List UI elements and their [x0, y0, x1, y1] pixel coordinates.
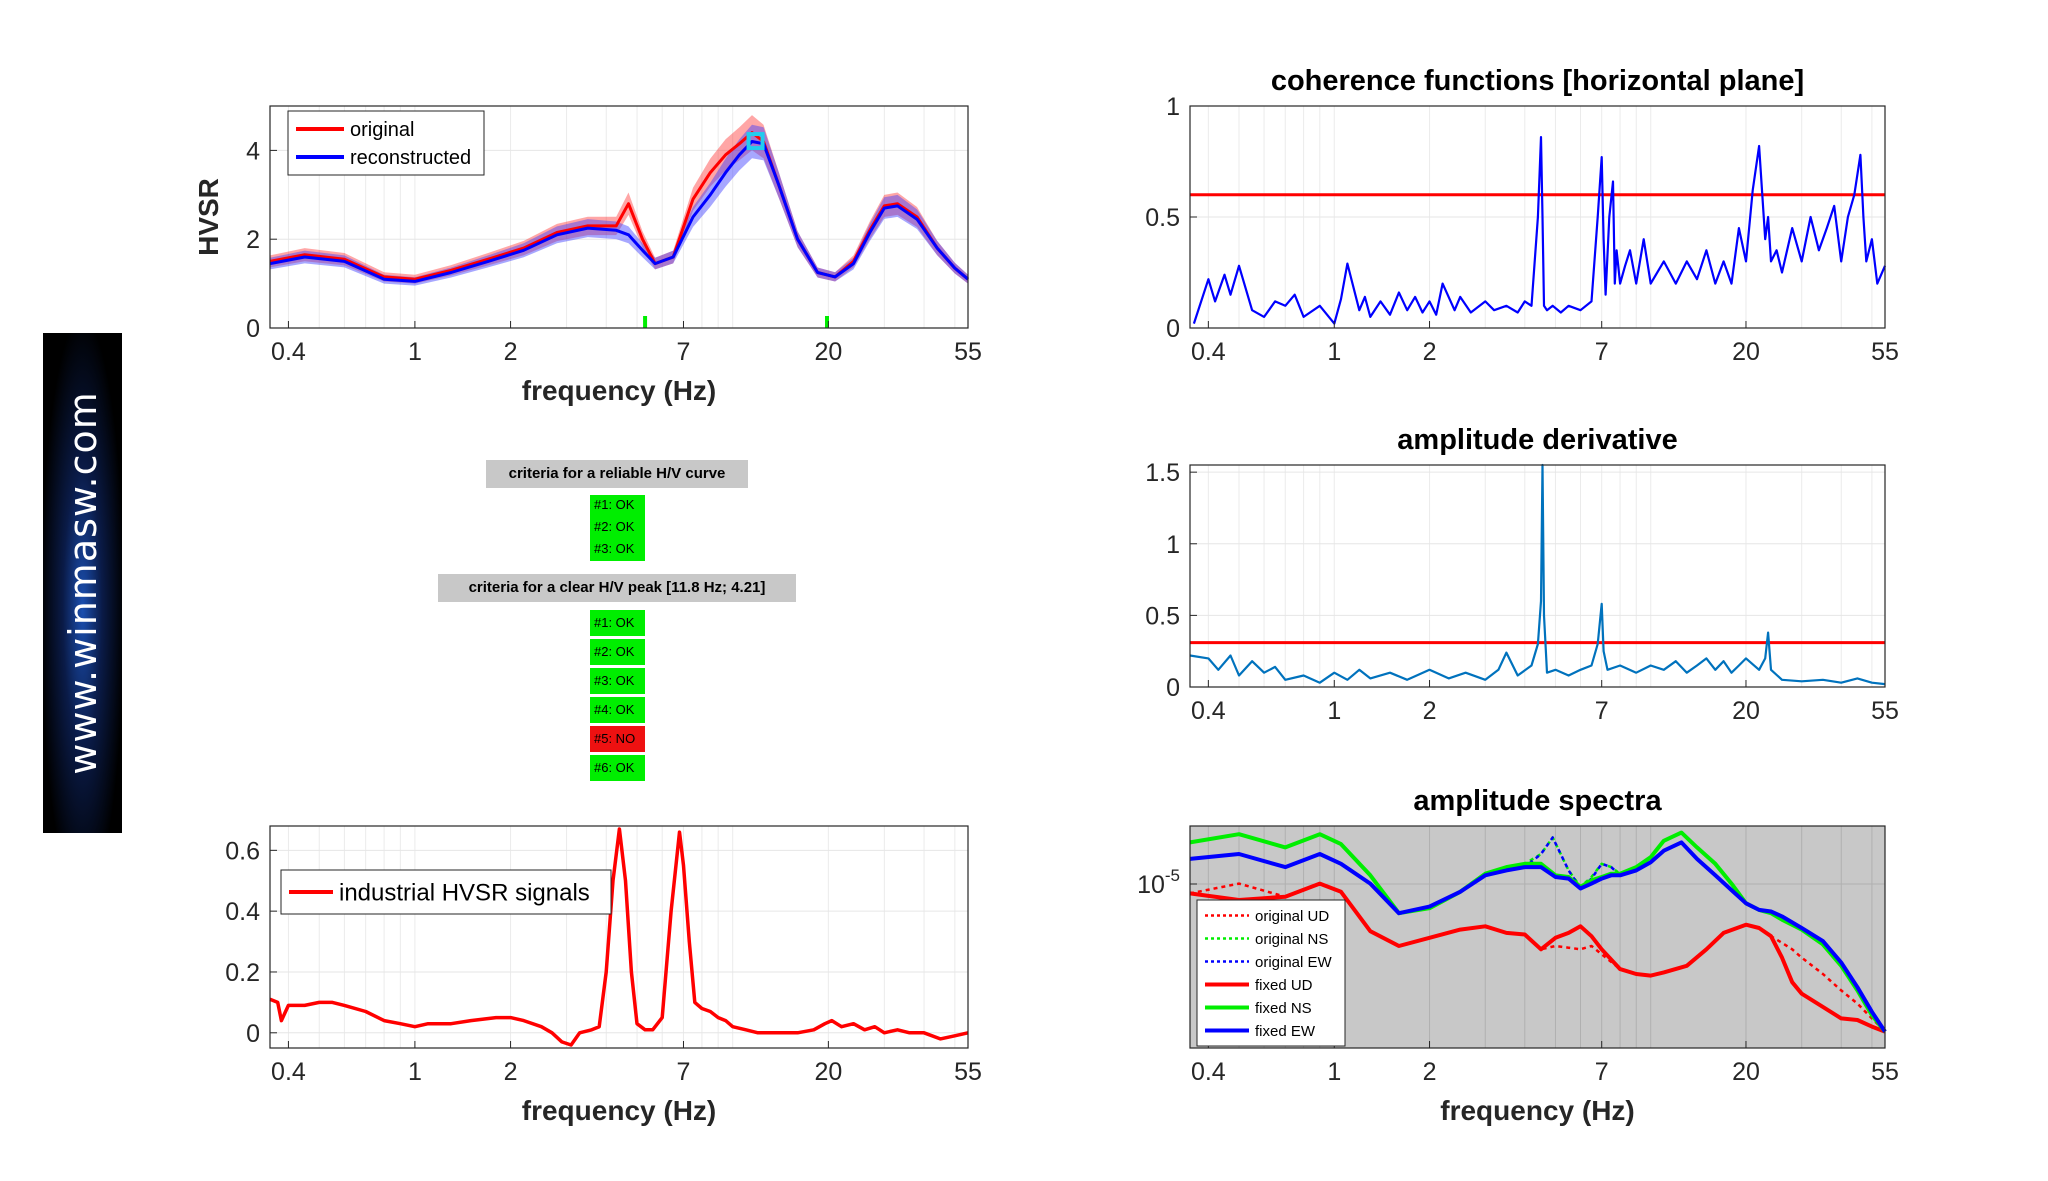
peak-criterion-4: #4: OK: [590, 697, 645, 723]
industrial-ytick-label: 0: [246, 1020, 260, 1048]
industrial-xtick-label: 2: [504, 1058, 518, 1086]
hvsr-xtick-label: 2: [504, 338, 518, 366]
reliable-criterion-1: #1: OK: [590, 495, 645, 517]
spectra-legend-label: fixed EW: [1255, 1023, 1316, 1040]
coherence-xtick-label: 0.4: [1191, 338, 1226, 366]
derivative-ytick-label: 1.5: [1145, 459, 1180, 487]
coherence-xtick-label: 7: [1595, 338, 1609, 366]
derivative-plot-area: [1190, 465, 1885, 687]
coherence-xtick-label: 2: [1423, 338, 1437, 366]
hvsr-xtick-label: 20: [814, 338, 842, 366]
industrial-legend-label: industrial HVSR signals: [339, 880, 590, 907]
peak-criteria-title: criteria for a clear H/V peak [11.8 Hz; …: [438, 574, 796, 602]
coherence-ytick-label: 0.5: [1145, 204, 1180, 232]
industrial-ytick-label: 0.4: [225, 898, 260, 926]
coherence-series-line: [1192, 136, 1887, 325]
spectra-xtick-label: 0.4: [1191, 1058, 1226, 1086]
spectra-xtick-label: 55: [1871, 1058, 1899, 1086]
hvsr-axes-box: [269, 105, 969, 329]
spectra-legend: original UD original NS original EW fixed U…: [1196, 899, 1346, 1047]
industrial-legend: industrial HVSR signals: [280, 869, 612, 915]
coherence-title: coherence functions [horizontal plane]: [1271, 65, 1804, 97]
reliable-criteria-title: criteria for a reliable H/V curve: [486, 460, 748, 488]
spectra-series-fixed-EW: [1189, 840, 1887, 1033]
spectra-legend-label: fixed NS: [1255, 1000, 1312, 1017]
peak-criterion-5: #5: NO: [590, 726, 645, 752]
derivative-xtick-label: 55: [1871, 697, 1899, 725]
peak-criterion-1: #1: OK: [590, 610, 645, 636]
hvsr-xlabel: frequency (Hz): [522, 375, 716, 406]
peak-criterion-3: #3: OK: [590, 668, 645, 694]
derivative-series-line: [1189, 463, 1886, 686]
derivative-xtick-label: 20: [1732, 697, 1760, 725]
hvsr-xtick-label: 0.4: [271, 338, 306, 366]
industrial-xtick-label: 1: [408, 1058, 422, 1086]
spectra-xlabel: frequency (Hz): [1440, 1095, 1634, 1126]
hvsr-xtick-label: 55: [954, 338, 982, 366]
hvsr-ylabel: HVSR: [193, 178, 224, 256]
watermark-banner: www.winmasw.com: [43, 333, 122, 833]
spectra-legend-label: original NS: [1255, 931, 1328, 948]
industrial-xlabel: frequency (Hz): [522, 1095, 716, 1126]
industrial-xtick-label: 20: [814, 1058, 842, 1086]
coherence-ytick-label: 1: [1166, 93, 1180, 121]
industrial-legend-box: [280, 869, 612, 915]
derivative-xtick-label: 2: [1423, 697, 1437, 725]
derivative-xtick-label: 7: [1595, 697, 1609, 725]
derivative-ytick-label: 0.5: [1145, 602, 1180, 630]
peak-criterion-6: #6: OK: [590, 755, 645, 781]
hvsr-legend: original reconstructed: [287, 110, 485, 176]
reliable-criterion-3: #3: OK: [590, 539, 645, 561]
hvsr-ytick-label: 4: [246, 137, 260, 165]
derivative-ytick-label: 1: [1166, 531, 1180, 559]
spectra-legend-label: original UD: [1255, 908, 1329, 925]
industrial-series-industrial-HVSR-signals: [269, 827, 969, 1047]
hvsr-legend-label: original: [350, 119, 414, 141]
industrial-plot-bg: [270, 826, 968, 1048]
derivative-title: amplitude derivative: [1397, 424, 1677, 456]
spectra-xtick-label: 2: [1423, 1058, 1437, 1086]
spectra-series-fixed-UD: [1189, 881, 1886, 1034]
spectra-legend-label: fixed UD: [1255, 977, 1313, 994]
industrial-plot-area: [270, 826, 968, 1048]
hvsr-xtick-label: 7: [677, 338, 691, 366]
spectra-xtick-label: 7: [1595, 1058, 1609, 1086]
coherence-axes-box: [1189, 105, 1886, 329]
spectra-ytick-label: 10-5: [1137, 866, 1180, 899]
hvsr-peak-marker: [746, 132, 765, 151]
industrial-xtick-label: 7: [677, 1058, 691, 1086]
hvsr-ytick-label: 0: [246, 315, 260, 343]
derivative-xtick-label: 0.4: [1191, 697, 1226, 725]
coherence-xtick-label: 1: [1327, 338, 1341, 366]
spectra-title: amplitude spectra: [1413, 785, 1662, 817]
spectra-legend-box: [1196, 899, 1346, 1047]
industrial-xtick-label: 55: [954, 1058, 982, 1086]
hvsr-legend-box: [287, 110, 485, 176]
industrial-xtick-label: 0.4: [271, 1058, 306, 1086]
spectra-axes-box: [1189, 825, 1886, 1049]
coherence-xtick-label: 55: [1871, 338, 1899, 366]
spectra-legend-label: original EW: [1255, 954, 1333, 971]
derivative-plot-bg: [1190, 465, 1885, 687]
peak-criterion-2: #2: OK: [590, 639, 645, 665]
industrial-ytick-label: 0.6: [225, 837, 260, 865]
derivative-ytick-label: 0: [1166, 674, 1180, 702]
coherence-ytick-label: 0: [1166, 315, 1180, 343]
hvsr-ytick-label: 2: [246, 226, 260, 254]
spectra-xtick-label: 1: [1327, 1058, 1341, 1086]
spectra-xtick-label: 20: [1732, 1058, 1760, 1086]
hvsr-legend-label: reconstructed: [350, 147, 471, 169]
industrial-ytick-label: 0.2: [225, 959, 260, 987]
hvsr-series-reconstructed: [269, 140, 969, 283]
derivative-axes-box: [1189, 464, 1886, 688]
industrial-axes-box: [269, 825, 969, 1049]
coherence-xtick-label: 20: [1732, 338, 1760, 366]
reliable-criterion-2: #2: OK: [590, 517, 645, 539]
hvsr-xtick-label: 1: [408, 338, 422, 366]
derivative-xtick-label: 1: [1327, 697, 1341, 725]
